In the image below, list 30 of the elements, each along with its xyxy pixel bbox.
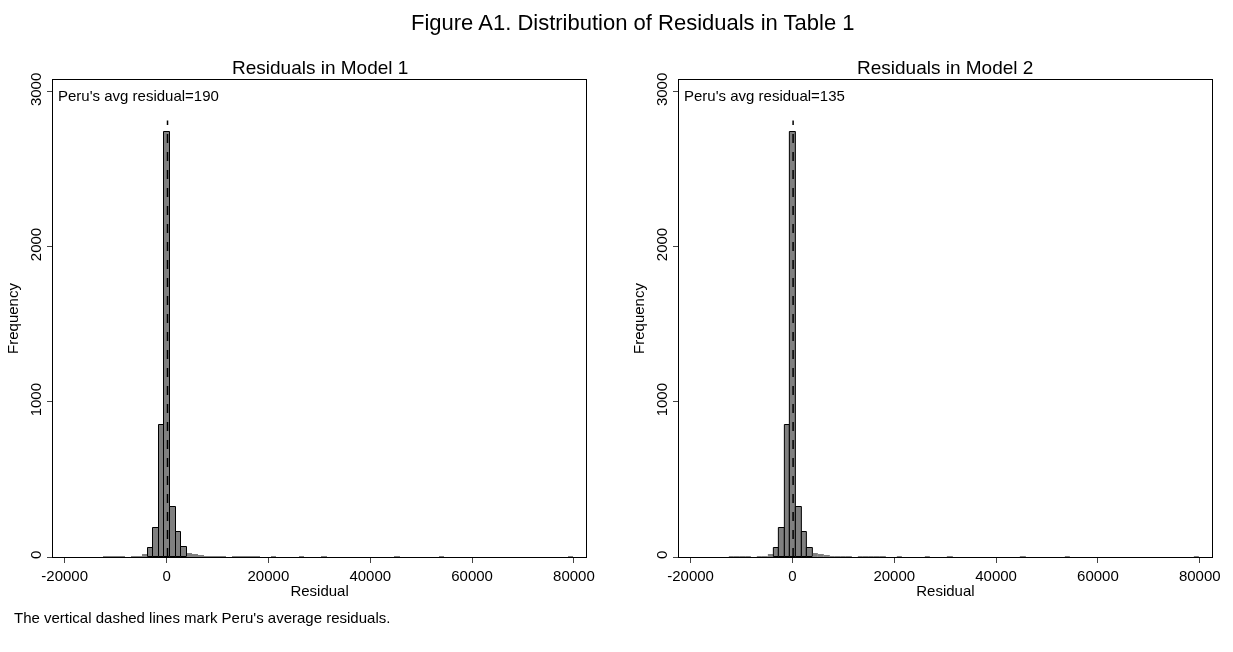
y-tick-label: 1000 xyxy=(652,382,670,417)
x-tick-label: 60000 xyxy=(451,567,493,584)
x-tick-label: 40000 xyxy=(349,567,392,584)
text: The vertical dashed lines mark Peru's average residuals. xyxy=(14,609,391,626)
x-tick-label: 20000 xyxy=(247,567,290,584)
chart-title: Residuals in Model 1 xyxy=(232,57,409,78)
x-tick-label: 0 xyxy=(788,567,797,584)
x-tick-label: 20000 xyxy=(873,567,916,584)
x-tick-label: 80000 xyxy=(553,567,595,584)
ref-line-label: Peru's avg residual=190 xyxy=(58,87,219,104)
ref-line-label: Peru's avg residual=135 xyxy=(684,87,845,104)
x-axis-title: Residual xyxy=(290,582,349,599)
x-tick-label: 0 xyxy=(162,567,171,584)
x-tick-label: 60000 xyxy=(1077,567,1119,584)
y-tick-label: 3000 xyxy=(652,72,670,107)
caption: Figure A1. Distribution of Residuals in Table 1 xyxy=(411,10,855,35)
y-axis-title: Frequency xyxy=(4,282,22,354)
y-tick-label: 2000 xyxy=(27,227,44,262)
y-tick-label: 0 xyxy=(652,550,670,559)
x-tick-label: -20000 xyxy=(41,567,89,584)
x-tick-label: -20000 xyxy=(667,567,714,584)
x-axis-title: Residual xyxy=(916,582,975,599)
y-tick-label: 1000 xyxy=(27,382,44,417)
x-tick-label: 40000 xyxy=(975,567,1017,584)
chart-title: Residuals in Model 2 xyxy=(857,57,1034,78)
y-tick-label: 2000 xyxy=(652,227,670,262)
x-tick-label: 80000 xyxy=(1178,567,1221,584)
y-tick-label: 3000 xyxy=(27,72,44,107)
y-tick-label: 0 xyxy=(27,550,44,559)
y-axis-title: Frequency xyxy=(630,282,648,354)
